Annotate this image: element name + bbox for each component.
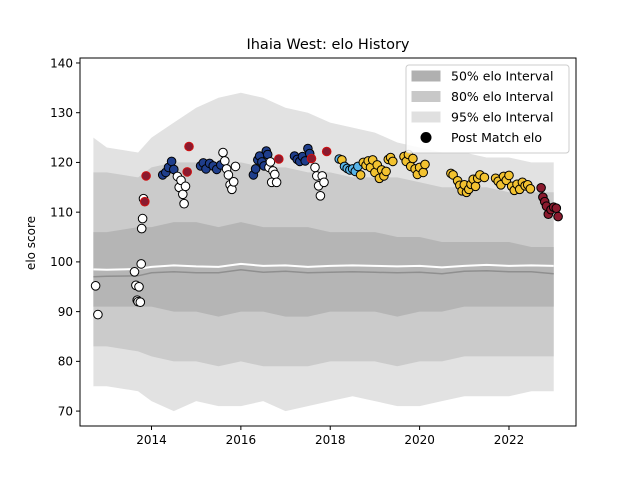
post-match-elo-point [536, 183, 546, 193]
y-tick-label: 90 [58, 305, 73, 319]
legend-label: 80% elo Interval [451, 89, 553, 104]
legend-label: 95% elo Interval [451, 110, 553, 125]
y-tick-label: 120 [50, 156, 73, 170]
legend-label: Post Match elo [451, 130, 542, 145]
post-match-elo-point [388, 156, 398, 167]
y-axis-label: elo score [24, 216, 38, 270]
post-match-elo-point [182, 167, 192, 177]
post-match-elo-point [321, 146, 332, 157]
axes-frame [79, 57, 577, 427]
post-match-elo-point [218, 147, 228, 158]
post-match-elo-point [184, 141, 194, 152]
post-match-elo-point [228, 177, 239, 187]
post-match-elo-point [310, 162, 320, 173]
post-match-elo-point [179, 198, 189, 209]
y-tick-label: 100 [50, 255, 73, 269]
post-match-elo-point [250, 164, 261, 174]
post-match-elo-point [381, 166, 391, 177]
x-tick-label: 2018 [315, 433, 346, 447]
chart-title: Ihaia West: elo History [246, 37, 409, 53]
post-match-elo-point [306, 153, 317, 164]
legend-swatch [411, 70, 441, 82]
y-axis: 70 80 90 100 110 120 130 140 [50, 56, 80, 418]
post-match-elo-point [274, 154, 284, 164]
x-tick-label: 2014 [136, 433, 167, 447]
legend-box [405, 64, 570, 154]
post-match-elo-point [270, 169, 280, 180]
median-elo-line [93, 262, 554, 271]
x-tick-label: 2022 [494, 433, 525, 447]
post-match-elo-point [504, 170, 514, 181]
post-match-elo-point [223, 170, 234, 180]
post-match-elo-point [140, 196, 150, 207]
legend-marker [420, 132, 432, 143]
post-match-elo-point [90, 281, 101, 291]
post-match-elo-point [135, 297, 146, 308]
post-match-elo-point [479, 172, 490, 183]
legend-swatch [411, 111, 441, 123]
y-tick-label: 130 [50, 106, 73, 120]
post-match-elo-point [129, 267, 140, 277]
post-match-elo-point [319, 177, 329, 188]
post-match-elo-point [93, 309, 103, 320]
post-match-elo-point [315, 191, 326, 201]
post-match-elo-point [265, 157, 276, 167]
post-match-elo-point [134, 282, 144, 292]
y-tick-label: 80 [58, 355, 73, 369]
post-match-elo-point [166, 156, 177, 167]
post-match-elo-point [180, 181, 191, 192]
post-match-elo-point [408, 153, 418, 164]
post-match-elo-point [355, 170, 366, 180]
post-match-elo-point [141, 171, 151, 181]
x-tick-label: 2016 [226, 433, 257, 447]
x-tick-label: 2020 [404, 433, 435, 447]
legend: 50% elo Interval 80% elo Interval 95% elo … [405, 64, 570, 154]
band-50-interval [93, 222, 554, 317]
post-match-elo-point [551, 203, 562, 213]
legend-label: 50% elo Interval [451, 69, 553, 84]
post-match-elo-point [470, 181, 481, 192]
mean-elo-line [93, 269, 554, 278]
post-match-elo-point [525, 184, 536, 194]
post-match-elo-point [418, 167, 429, 178]
post-match-elo-point [230, 161, 241, 172]
post-match-elo-point [271, 177, 282, 188]
post-match-elo-point [553, 211, 563, 222]
post-match-elo-point [136, 223, 147, 234]
post-match-elo-point [420, 159, 430, 170]
post-match-elo-point [137, 213, 148, 224]
x-axis: 2014 2016 2018 2020 2022 [136, 426, 524, 447]
legend-swatch [411, 91, 441, 102]
y-tick-label: 110 [50, 205, 73, 219]
post-match-elo-point [220, 156, 230, 166]
post-match-elo-point [178, 189, 188, 200]
post-match-elo-point [136, 259, 146, 269]
plot-area [90, 92, 563, 412]
y-tick-label: 140 [50, 56, 73, 70]
y-tick-label: 70 [58, 404, 73, 418]
